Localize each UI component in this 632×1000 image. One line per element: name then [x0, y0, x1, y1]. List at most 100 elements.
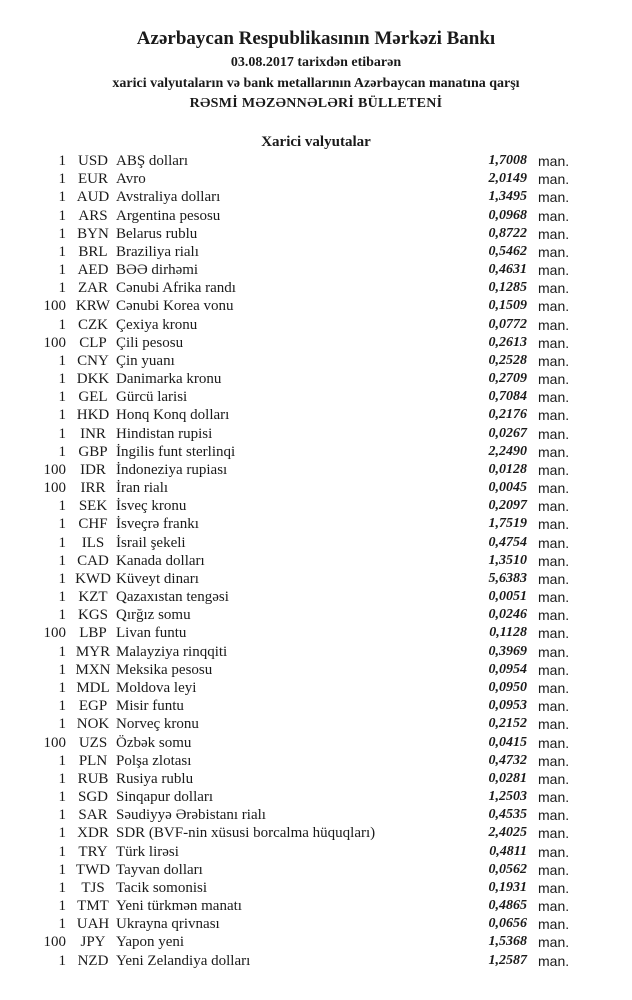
rate-value: 1,2587 — [488, 952, 528, 968]
currency-name: Meksika pesosu — [116, 661, 213, 678]
table-row: 1 SAR Səudiyyə Ərəbistanı rialı 0,4535 man. — [0, 806, 632, 824]
amount-cell: 1 — [58, 716, 67, 733]
rate-value: 0,4865 — [488, 898, 528, 914]
rate-value: 5,6383 — [488, 570, 528, 586]
currency-name: SDR (BVF-nin xüsusi borcalma hüquqları) — [116, 825, 376, 842]
table-row: 1 INR Hindistan rupisi 0,0267 man. — [0, 425, 632, 443]
amount-cell: 100 — [43, 298, 67, 315]
unit-label: man. — [538, 480, 570, 497]
unit-label: man. — [538, 298, 570, 315]
rate-value: 0,2176 — [488, 407, 528, 423]
currency-code: INR — [80, 425, 106, 442]
currency-code: BYN — [77, 225, 109, 242]
currency-code: ZAR — [78, 280, 108, 297]
currency-code: MXN — [75, 661, 111, 678]
unit-label: man. — [538, 952, 570, 969]
bank-title: Azərbaycan Respublikasının Mərkəzi Bankı — [136, 28, 496, 49]
unit-label: man. — [538, 807, 570, 824]
amount-cell: 100 — [43, 480, 67, 497]
rate-value: 0,0656 — [488, 916, 528, 932]
table-row: 1 BYN Belarus rublu 0,8722 man. — [0, 225, 632, 243]
table-row: 1 MXN Meksika pesosu 0,0954 man. — [0, 661, 632, 679]
currency-code: KGS — [77, 607, 108, 624]
amount-cell: 1 — [58, 516, 67, 533]
section-title: Xarici valyutalar — [261, 134, 371, 150]
table-row: 1 CZK Çexiya kronu 0,0772 man. — [0, 316, 632, 334]
currency-name: Yeni Zelandiya dolları — [116, 952, 251, 969]
rate-value: 1,2503 — [488, 789, 528, 805]
currency-code: SAR — [78, 807, 108, 824]
currency-code: NOK — [76, 716, 110, 733]
currency-code: HKD — [76, 407, 110, 424]
currency-name: Türk lirəsi — [116, 843, 179, 860]
currency-name: İran rialı — [116, 480, 169, 497]
amount-cell: 1 — [58, 861, 67, 878]
currency-name: Ukrayna qrivnası — [116, 916, 220, 933]
table-row: 1 SGD Sinqapur dolları 1,2503 man. — [0, 788, 632, 806]
amount-cell: 1 — [58, 825, 67, 842]
unit-label: man. — [538, 189, 570, 206]
unit-label: man. — [538, 661, 570, 678]
amount-cell: 1 — [58, 443, 67, 460]
table-row: 1 MYR Malayziya rinqqiti 0,3969 man. — [0, 643, 632, 661]
unit-label: man. — [538, 443, 570, 460]
rate-value: 0,7084 — [488, 389, 528, 405]
amount-cell: 1 — [58, 280, 67, 297]
currency-name: Cənubi Korea vonu — [116, 298, 234, 315]
table-row: 1 USD ABŞ dolları 1,7008 man. — [0, 152, 632, 170]
table-row: 100 LBP Livan funtu 0,1128 man. — [0, 624, 632, 642]
rate-value: 0,3969 — [488, 643, 528, 659]
amount-cell: 1 — [58, 570, 67, 587]
currency-name: Küveyt dinarı — [116, 570, 199, 587]
rate-value: 0,2613 — [488, 334, 528, 350]
rate-value: 0,0968 — [488, 207, 528, 223]
currency-code: RUB — [77, 770, 109, 787]
rate-value: 0,0281 — [488, 770, 528, 786]
currency-name: Avstraliya dolları — [116, 189, 221, 206]
unit-label: man. — [538, 225, 570, 242]
table-row: 1 ILS İsrail şekeli 0,4754 man. — [0, 534, 632, 552]
currency-name: Qırğız somu — [116, 607, 191, 624]
table-row: 1 AED BƏƏ dirhəmi 0,4631 man. — [0, 261, 632, 279]
rate-value: 0,2528 — [488, 352, 528, 368]
table-row: 1 KWD Küveyt dinarı 5,6383 man. — [0, 570, 632, 588]
currency-code: CNY — [77, 352, 109, 369]
table-row: 1 HKD Honq Konq dolları 0,2176 man. — [0, 406, 632, 424]
currency-code: EUR — [78, 171, 108, 188]
amount-cell: 1 — [58, 607, 67, 624]
currency-code: SEK — [78, 498, 108, 515]
table-row: 1 KGS Qırğız somu 0,0246 man. — [0, 606, 632, 624]
amount-cell: 1 — [58, 843, 67, 860]
currency-name: Malayziya rinqqiti — [116, 643, 228, 660]
rate-value: 0,0051 — [488, 589, 528, 605]
currency-code: PLN — [78, 752, 108, 769]
currency-code: GEL — [78, 389, 108, 406]
currency-name: Yeni türkmən manatı — [116, 898, 242, 915]
currency-code: CZK — [78, 316, 108, 333]
amount-cell: 1 — [58, 770, 67, 787]
currency-code: GBP — [78, 443, 108, 460]
unit-label: man. — [538, 752, 570, 769]
unit-label: man. — [538, 371, 570, 388]
unit-label: man. — [538, 898, 570, 915]
rate-value: 0,4535 — [488, 807, 528, 823]
table-row: 1 EUR Avro 2,0149 man. — [0, 170, 632, 188]
rate-value: 0,0772 — [488, 316, 528, 332]
currency-name: Braziliya rialı — [116, 243, 199, 260]
amount-cell: 1 — [58, 425, 67, 442]
currency-name: Avro — [116, 171, 146, 188]
table-row: 1 PLN Polşa zlotası 0,4732 man. — [0, 752, 632, 770]
unit-label: man. — [538, 171, 570, 188]
currency-code: KWD — [75, 570, 111, 587]
rate-value: 0,1931 — [488, 879, 528, 895]
currency-code: TMT — [77, 898, 109, 915]
rate-value: 0,0267 — [488, 425, 528, 441]
currency-code: XDR — [77, 825, 109, 842]
unit-label: man. — [538, 316, 570, 333]
unit-label: man. — [538, 534, 570, 551]
rates-table: 1 USD ABŞ dolları 1,7008 man. 1 EUR Avro 2,0149 m… — [0, 152, 632, 970]
currency-name: Qazaxıstan tengəsi — [116, 589, 229, 606]
table-row: 1 ARS Argentina pesosu 0,0968 man. — [0, 207, 632, 225]
currency-name: Hindistan rupisi — [116, 425, 213, 442]
currency-name: Tacik somonisi — [116, 879, 208, 896]
